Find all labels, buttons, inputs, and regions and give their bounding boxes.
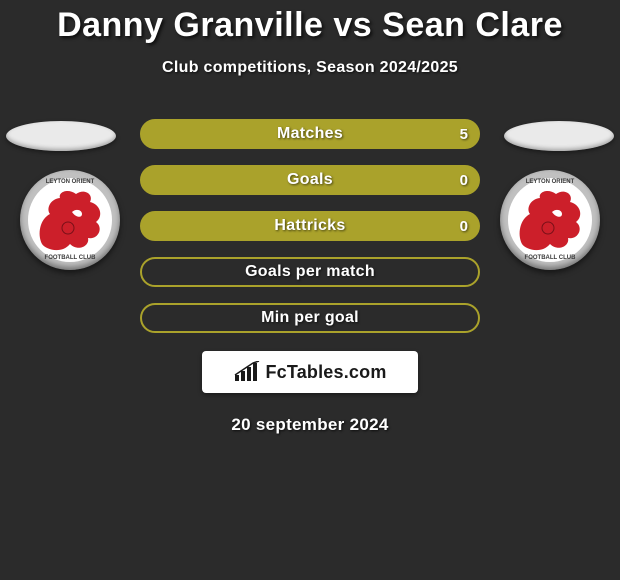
stat-row: Min per goal	[140, 303, 480, 333]
player-avatar-right	[504, 121, 614, 151]
date-text: 20 september 2024	[0, 415, 620, 435]
bars-icon	[233, 361, 261, 383]
stat-label: Min per goal	[142, 309, 478, 327]
stat-row: Goals 0	[140, 165, 480, 195]
stat-label: Goals	[142, 171, 478, 189]
stat-label: Matches	[142, 125, 478, 143]
branding-text: FcTables.com	[265, 362, 386, 383]
page-subtitle: Club competitions, Season 2024/2025	[0, 59, 620, 77]
club-badge-right: LEYTON ORIENT FOOTBALL CLUB	[500, 170, 600, 270]
stat-row: Goals per match	[140, 257, 480, 287]
stat-label: Hattricks	[142, 217, 478, 235]
branding-box: FcTables.com	[202, 351, 418, 393]
player-avatar-left	[6, 121, 116, 151]
stat-row: Matches 5	[140, 119, 480, 149]
badge-text-bottom: FOOTBALL CLUB	[20, 255, 120, 261]
stat-label: Goals per match	[142, 263, 478, 281]
stat-value-right: 5	[460, 126, 468, 143]
badge-circle-icon: LEYTON ORIENT FOOTBALL CLUB	[20, 170, 120, 270]
branding-inner: FcTables.com	[233, 361, 386, 383]
dragon-icon	[512, 184, 588, 256]
club-badge-left: LEYTON ORIENT FOOTBALL CLUB	[20, 170, 120, 270]
stat-value-right: 0	[460, 218, 468, 235]
badge-circle-icon: LEYTON ORIENT FOOTBALL CLUB	[500, 170, 600, 270]
dragon-icon	[32, 184, 108, 256]
page-title: Danny Granville vs Sean Clare	[0, 0, 620, 45]
stat-row: Hattricks 0	[140, 211, 480, 241]
infographic-root: Danny Granville vs Sean Clare Club compe…	[0, 0, 620, 580]
stat-value-right: 0	[460, 172, 468, 189]
badge-text-bottom: FOOTBALL CLUB	[500, 255, 600, 261]
